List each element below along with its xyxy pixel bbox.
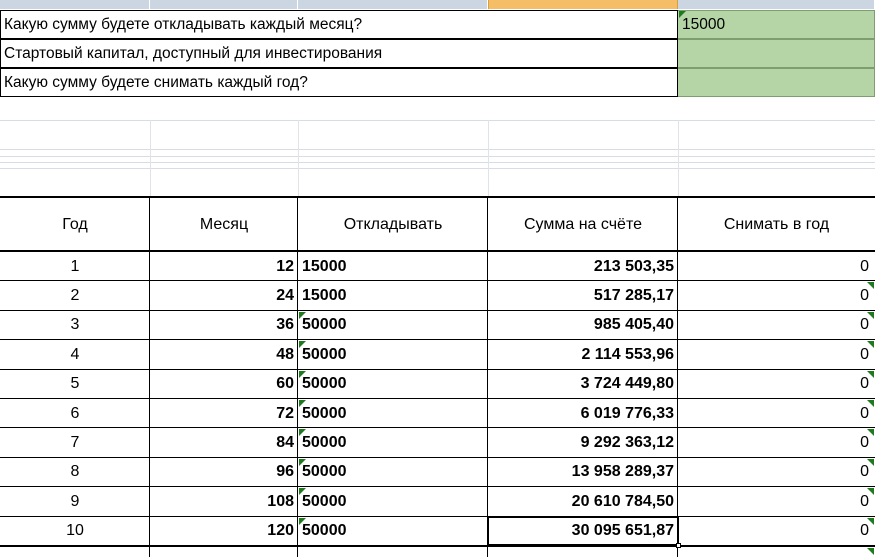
table-cell-year-row4[interactable]: 4 xyxy=(0,340,150,370)
gridline-v-2 xyxy=(488,120,489,196)
table-cell-withdraw-row6[interactable]: 0 xyxy=(678,399,875,429)
partial-row-column-rule-2 xyxy=(487,547,488,557)
partial-row-column-rule-3 xyxy=(677,547,678,557)
table-cell-withdraw-row1[interactable]: 0 xyxy=(678,252,875,282)
assumption-label-2: Стартовый капитал, доступный для инвести… xyxy=(0,39,678,68)
table-cell-deposit-row8[interactable]: 50000 xyxy=(298,457,488,488)
table-cell-month-row7[interactable]: 84 xyxy=(150,428,298,458)
row-rule-6 xyxy=(0,427,875,429)
row-rule-1 xyxy=(0,280,875,282)
table-cell-deposit-row3[interactable]: 50000 xyxy=(298,310,488,341)
table-cell-deposit-row4[interactable]: 50000 xyxy=(298,340,488,370)
column-header-bar xyxy=(0,0,875,9)
table-cell-withdraw-row4[interactable]: 0 xyxy=(678,340,875,370)
row-rule-7 xyxy=(0,456,875,458)
table-cell-balance-row9[interactable]: 20 610 784,50 xyxy=(488,487,678,517)
table-cell-year-row6[interactable]: 6 xyxy=(0,399,150,429)
column-header-col-c[interactable] xyxy=(298,0,488,9)
table-header-balance: Сумма на счёте xyxy=(488,198,678,252)
table-cell-deposit-row1[interactable]: 15000 xyxy=(298,252,488,282)
table-cell-balance-row5[interactable]: 3 724 449,80 xyxy=(488,369,678,399)
table-cell-withdraw-row2[interactable]: 0 xyxy=(678,281,875,311)
table-cell-deposit-row7[interactable]: 50000 xyxy=(298,428,488,458)
assumption-value-1[interactable]: 15000 xyxy=(678,10,875,39)
row-rule-3 xyxy=(0,339,875,341)
table-header-deposit: Откладывать xyxy=(298,198,488,252)
row-rule-9 xyxy=(0,515,875,517)
gridline-h-2 xyxy=(0,156,875,157)
table-cell-deposit-row10[interactable]: 50000 xyxy=(298,516,488,546)
table-cell-deposit-row6[interactable]: 50000 xyxy=(298,399,488,429)
table-cell-balance-row10[interactable]: 30 095 651,87 xyxy=(488,516,678,546)
column-rule-2 xyxy=(487,196,488,546)
table-cell-balance-row3[interactable]: 985 405,40 xyxy=(488,310,678,341)
table-cell-balance-row2[interactable]: 517 285,17 xyxy=(488,281,678,311)
table-cell-balance-row1[interactable]: 213 503,35 xyxy=(488,252,678,282)
table-cell-withdraw-row8[interactable]: 0 xyxy=(678,457,875,488)
table-cell-month-row1[interactable]: 12 xyxy=(150,252,298,282)
gridline-v-0 xyxy=(150,120,151,196)
gridline-v-3 xyxy=(678,120,679,196)
partial-row-column-rule-0 xyxy=(149,547,150,557)
gridline-h-0 xyxy=(0,120,875,121)
assumption-value-2[interactable] xyxy=(678,39,875,68)
column-header-col-d[interactable] xyxy=(488,0,678,9)
table-cell-year-row2[interactable]: 2 xyxy=(0,281,150,311)
table-cell-balance-row8[interactable]: 13 958 289,37 xyxy=(488,457,678,488)
table-cell-withdraw-row10[interactable]: 0 xyxy=(678,516,875,546)
table-cell-withdraw-row9[interactable]: 0 xyxy=(678,487,875,517)
table-cell-month-row6[interactable]: 72 xyxy=(150,399,298,429)
assumption-label-3: Какую сумму будете снимать каждый год? xyxy=(0,68,678,97)
table-header-withdraw: Снимать в год xyxy=(678,198,875,252)
assumption-value-3[interactable] xyxy=(678,68,875,97)
row-rule-2 xyxy=(0,309,875,311)
table-cell-deposit-row9[interactable]: 50000 xyxy=(298,487,488,517)
table-header-year: Год xyxy=(0,198,150,252)
table-cell-balance-row7[interactable]: 9 292 363,12 xyxy=(488,428,678,458)
table-cell-year-row7[interactable]: 7 xyxy=(0,428,150,458)
table-cell-month-row9[interactable]: 108 xyxy=(150,487,298,517)
column-rule-1 xyxy=(297,196,298,546)
table-cell-year-row3[interactable]: 3 xyxy=(0,310,150,341)
table-top-rule xyxy=(0,196,875,198)
row-rule-8 xyxy=(0,486,875,488)
table-cell-deposit-row5[interactable]: 50000 xyxy=(298,369,488,399)
comment-indicator-icon xyxy=(867,548,874,555)
column-rule-0 xyxy=(149,196,150,546)
table-cell-year-row8[interactable]: 8 xyxy=(0,457,150,488)
table-bottom-rule xyxy=(0,545,875,547)
column-header-col-a[interactable] xyxy=(0,0,150,9)
table-cell-year-row9[interactable]: 9 xyxy=(0,487,150,517)
gridline-h-3 xyxy=(0,162,875,163)
fill-handle[interactable] xyxy=(676,543,681,548)
partial-row-column-rule-1 xyxy=(297,547,298,557)
table-cell-balance-row4[interactable]: 2 114 553,96 xyxy=(488,340,678,370)
table-cell-month-row10[interactable]: 120 xyxy=(150,516,298,546)
table-header-rule xyxy=(0,250,875,252)
table-cell-month-row3[interactable]: 36 xyxy=(150,310,298,341)
table-cell-month-row2[interactable]: 24 xyxy=(150,281,298,311)
assumption-label-1: Какую сумму будете откладывать каждый ме… xyxy=(0,10,678,39)
table-cell-month-row4[interactable]: 48 xyxy=(150,340,298,370)
column-header-col-e[interactable] xyxy=(678,0,875,9)
table-cell-withdraw-row7[interactable]: 0 xyxy=(678,428,875,458)
table-cell-year-row5[interactable]: 5 xyxy=(0,369,150,399)
table-header-month: Месяц xyxy=(150,198,298,252)
table-cell-deposit-row2[interactable]: 15000 xyxy=(298,281,488,311)
column-rule-3 xyxy=(677,196,678,546)
table-cell-withdraw-row3[interactable]: 0 xyxy=(678,310,875,341)
table-cell-year-row1[interactable]: 1 xyxy=(0,252,150,282)
row-rule-5 xyxy=(0,398,875,399)
column-header-col-b[interactable] xyxy=(150,0,298,9)
table-cell-month-row5[interactable]: 60 xyxy=(150,369,298,399)
table-cell-month-row8[interactable]: 96 xyxy=(150,457,298,488)
table-cell-year-row10[interactable]: 10 xyxy=(0,516,150,546)
gridline-h-1 xyxy=(0,149,875,150)
table-cell-withdraw-row5[interactable]: 0 xyxy=(678,369,875,399)
table-cell-balance-row6[interactable]: 6 019 776,33 xyxy=(488,399,678,429)
gridline-v-1 xyxy=(298,120,299,196)
gridline-h-4 xyxy=(0,168,875,169)
row-rule-4 xyxy=(0,368,875,370)
